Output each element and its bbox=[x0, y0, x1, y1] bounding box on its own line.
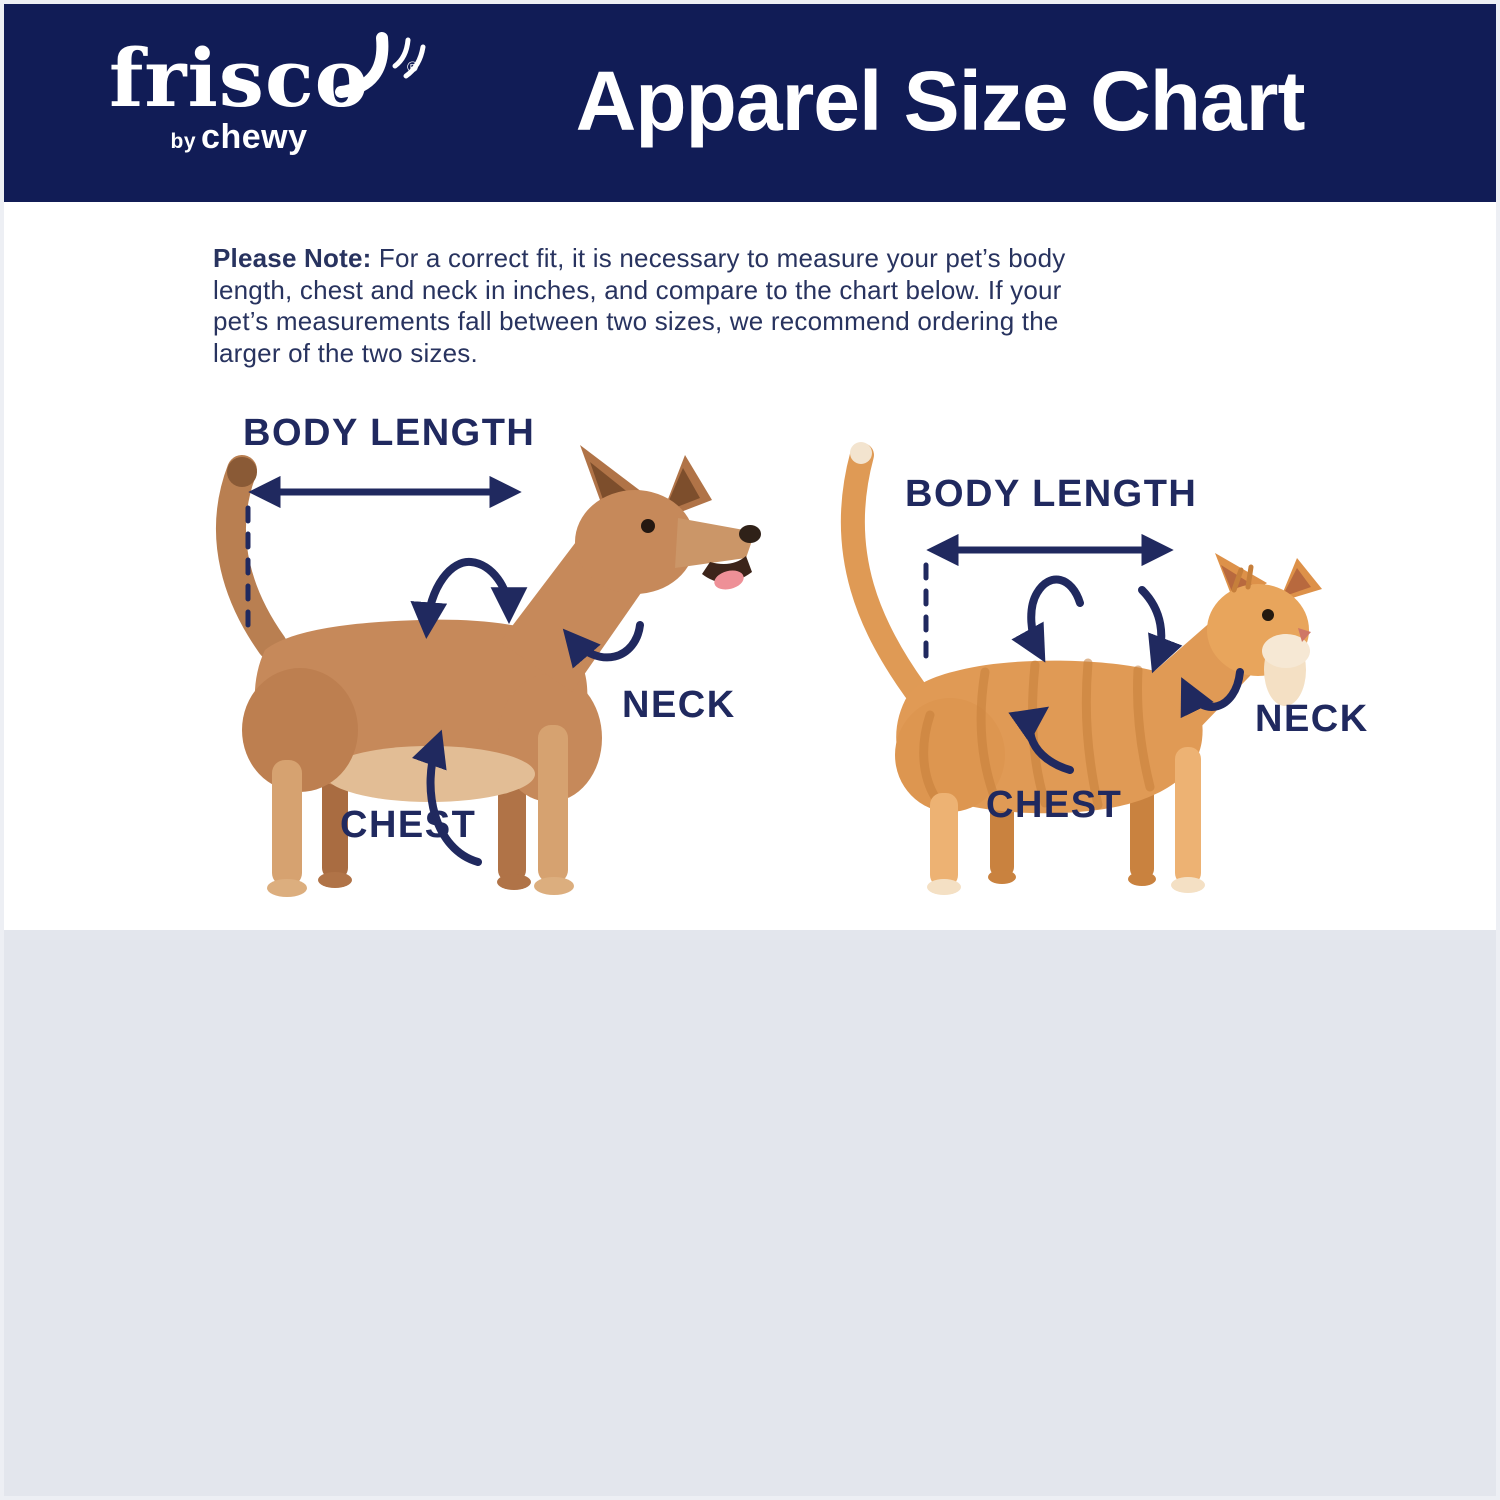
dog-tongue bbox=[714, 570, 744, 590]
byline-by: by bbox=[170, 130, 197, 153]
tail-swoosh-icon bbox=[335, 32, 426, 98]
dog-muzzle bbox=[675, 518, 755, 568]
dog-eye bbox=[641, 519, 655, 533]
dog-withers-measure-arrow bbox=[410, 557, 528, 640]
chewy-wordmark: chewy bbox=[201, 118, 308, 156]
page-title: Apparel Size Chart bbox=[575, 54, 1306, 148]
dog-body-length-label: BODY LENGTH bbox=[243, 412, 536, 454]
dog-chest-label: CHEST bbox=[340, 804, 477, 846]
dog-head bbox=[575, 490, 695, 594]
dog-illustration bbox=[215, 445, 761, 897]
frisco-wordmark: frisco ® bbox=[109, 32, 426, 120]
dog-body-shapes bbox=[215, 445, 761, 897]
dog-chest-measure-arrow bbox=[411, 729, 482, 866]
note-line-1: Please Note: For a correct fit, it is ne… bbox=[213, 243, 1066, 273]
dog-neck-measure-arrow bbox=[562, 621, 644, 669]
cat-body-length-label: BODY LENGTH bbox=[905, 473, 1198, 515]
frisco-wordmark-text: frisco bbox=[108, 31, 370, 125]
note-line-3: pet’s measurements fall between two size… bbox=[213, 306, 1059, 336]
cat-nose bbox=[1298, 628, 1311, 642]
cat-withers-measure-arrow bbox=[1011, 575, 1084, 663]
cat-body-shapes bbox=[840, 442, 1322, 895]
cat-tail bbox=[840, 443, 927, 702]
cat-neck-label: NECK bbox=[1255, 698, 1369, 740]
header-band: frisco ® by chewy Apparel Size Chart bbox=[0, 0, 1500, 202]
dog-tail bbox=[215, 455, 287, 660]
cat-chest-measure-arrow bbox=[1008, 706, 1074, 774]
cat-stripes bbox=[919, 658, 1155, 810]
frisco-by-chewy-logo: frisco ® by chewy bbox=[84, 32, 426, 161]
cat-shoulder-measure-arrow bbox=[1138, 586, 1183, 674]
note-bold-prefix: Please Note: bbox=[213, 243, 372, 273]
fit-note: Please Note: For a correct fit, it is ne… bbox=[213, 243, 1303, 369]
dog-neck-label: NECK bbox=[622, 684, 736, 726]
dog-nose bbox=[739, 525, 761, 543]
cat-muzzle bbox=[1262, 634, 1310, 668]
cat-neck-measure-arrow bbox=[1180, 668, 1244, 719]
note-line-4: larger of the two sizes. bbox=[213, 337, 478, 368]
by-chewy-byline: by chewy bbox=[84, 120, 394, 161]
size-table-section: SIZE BODY LENGTH (in) NECK (in) CHEST (i… bbox=[0, 930, 1500, 1500]
registered-trademark: ® bbox=[406, 59, 420, 76]
cat-chest-label: CHEST bbox=[986, 784, 1123, 826]
dog-measure-annotations bbox=[245, 475, 644, 866]
cat-illustration bbox=[840, 442, 1322, 895]
cat-eye bbox=[1262, 609, 1274, 621]
cat-measure-annotations bbox=[923, 533, 1244, 774]
note-line-2: length, chest and neck in inches, and co… bbox=[213, 274, 1062, 305]
